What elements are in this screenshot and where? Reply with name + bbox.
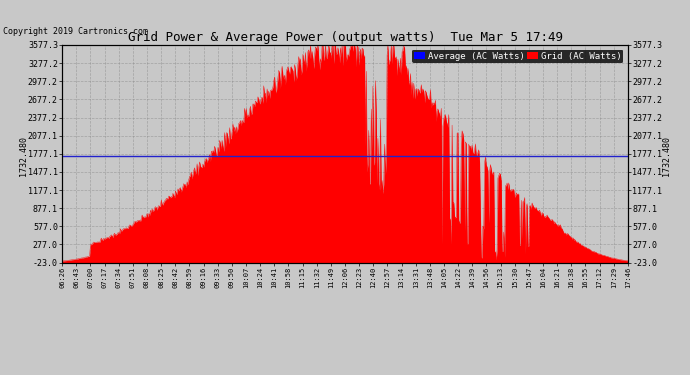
- Legend: Average (AC Watts), Grid (AC Watts): Average (AC Watts), Grid (AC Watts): [412, 50, 623, 63]
- Text: Copyright 2019 Cartronics.com: Copyright 2019 Cartronics.com: [3, 27, 148, 36]
- Text: 1732.480: 1732.480: [19, 136, 28, 177]
- Title: Grid Power & Average Power (output watts)  Tue Mar 5 17:49: Grid Power & Average Power (output watts…: [128, 31, 562, 44]
- Text: 1732.480: 1732.480: [662, 136, 671, 177]
